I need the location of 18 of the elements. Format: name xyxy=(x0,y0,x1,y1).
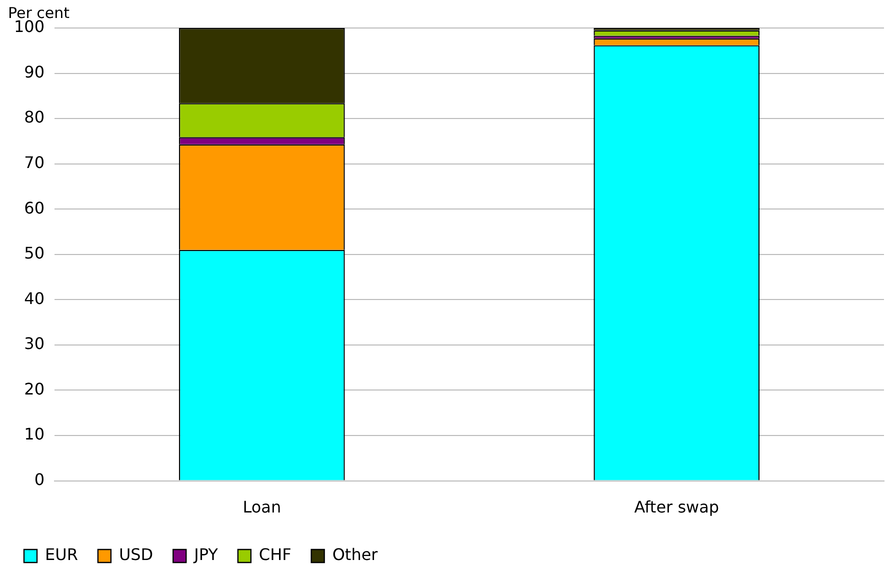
y-tick-label: 60 xyxy=(24,198,45,218)
y-tick-label: 50 xyxy=(24,244,45,263)
x-tick-label: Loan xyxy=(242,498,282,517)
legend-label: EUR xyxy=(45,545,78,564)
y-tick-label: 90 xyxy=(24,62,45,82)
y-tick-label: 30 xyxy=(24,334,45,354)
y-tick-label: 0 xyxy=(34,470,45,489)
legend-label: CHF xyxy=(258,545,292,564)
x-tick-label: After swap xyxy=(634,498,720,517)
legend-label: Other xyxy=(332,545,378,564)
y-tick-label: 20 xyxy=(24,379,45,398)
y-tick-label: 40 xyxy=(24,288,45,308)
y-tick-label: 80 xyxy=(24,108,45,127)
y-tick-label: 100 xyxy=(14,17,45,36)
legend-label: USD xyxy=(118,545,154,564)
y-tick-label: 10 xyxy=(24,424,45,444)
legend-label: JPY xyxy=(193,545,218,564)
y-tick-label: 70 xyxy=(24,152,45,172)
